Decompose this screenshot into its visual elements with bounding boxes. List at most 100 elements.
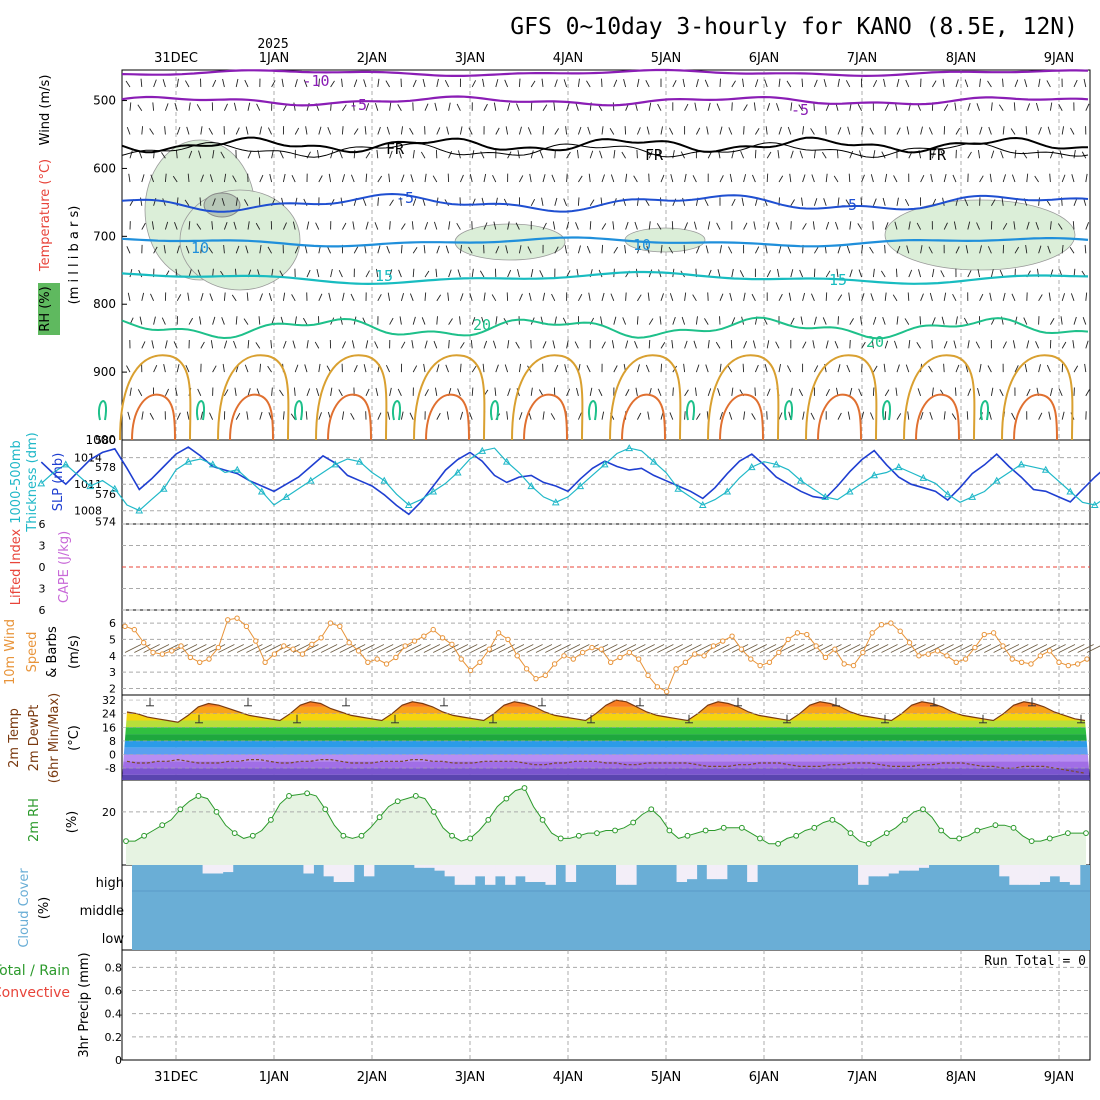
wind10-point [682, 659, 689, 666]
wind-barb [483, 173, 487, 183]
cloud-high-bar [908, 865, 919, 871]
wind-barb [990, 102, 993, 111]
ylabel-lifted-index: Lifted Index [9, 528, 24, 605]
wind-barb [731, 387, 734, 396]
thickness-point [1017, 460, 1026, 468]
wind-barb [648, 269, 653, 278]
rh2m-point [738, 824, 745, 831]
wind-barb [304, 364, 308, 373]
wind-barb [1073, 150, 1076, 159]
rh2m-point [1064, 830, 1071, 837]
wind-barb [469, 293, 473, 301]
wind-barb [907, 292, 910, 301]
t2m-tick-label: 0 [109, 749, 116, 762]
wind-barb [409, 412, 414, 420]
rh2m-area [126, 788, 1086, 865]
wind-barb [446, 126, 450, 135]
wind10-point [626, 649, 633, 656]
wind-barb [813, 79, 818, 88]
wind-barb [318, 363, 321, 373]
wind-barb [527, 246, 532, 254]
wind-barb [315, 222, 320, 230]
wind-barb [645, 80, 650, 88]
wind-barb [576, 387, 579, 396]
wind-barb [223, 103, 228, 111]
wind10-point [374, 656, 380, 662]
wind-barb [836, 149, 839, 159]
ylabel-cape: CAPE (J/kg) [57, 531, 72, 603]
wind10-barb [713, 644, 730, 653]
wind-barb [303, 317, 308, 325]
wind-barb [1084, 244, 1087, 254]
temp-band [122, 774, 1090, 780]
rh2m-point [775, 840, 781, 847]
wind10-barb [629, 644, 646, 653]
wind-barb [821, 151, 827, 159]
wind-barb [895, 268, 898, 278]
wind10-point [271, 651, 278, 657]
rh-shading-dark [203, 192, 241, 218]
wind-barb [350, 293, 355, 302]
wind-barb [448, 102, 451, 111]
cloud-high-bar [414, 865, 425, 868]
cloud-high-bar [434, 865, 446, 871]
wind-barb [801, 78, 804, 88]
wind-barb [967, 221, 971, 230]
wind-barb [444, 79, 450, 88]
wind-barb [656, 223, 662, 230]
wind-barb [625, 340, 629, 349]
wind10-point [710, 643, 717, 649]
wind-barb [200, 174, 204, 183]
wind-barb [495, 364, 499, 373]
wind-barb [951, 413, 957, 420]
wind10-point [140, 639, 147, 646]
rh2m-point [702, 827, 709, 834]
wind-barb [967, 388, 972, 397]
wind10-point [692, 651, 698, 657]
wind-barb [871, 340, 874, 349]
thickness-tick-label: 576 [95, 488, 116, 501]
wind10-tick-label: 3 [109, 666, 116, 679]
wind-barb [1012, 340, 1016, 349]
thickness-point [331, 460, 340, 468]
wind-barb [577, 245, 581, 254]
wind-barb [884, 103, 889, 111]
wind-barb [979, 363, 982, 373]
wind-barb [495, 316, 498, 325]
wind-barb [306, 340, 309, 349]
wind-barb [318, 175, 323, 183]
wind-barb [282, 222, 287, 230]
wind-barb [1082, 317, 1087, 325]
ylabel-cloud: Cloud Cover [17, 868, 32, 948]
rh2m-tick-label: 20 [102, 806, 116, 819]
wind-barb [150, 174, 155, 183]
wind10-point [533, 675, 539, 682]
wind-barb [140, 197, 143, 206]
isotherm-label: 15 [375, 267, 393, 285]
wind-barb [342, 222, 347, 230]
wind-barb [1081, 151, 1087, 159]
wind-barb [813, 316, 817, 325]
wind-barb [991, 199, 996, 207]
wind10-point [383, 661, 390, 667]
wind-barb [966, 411, 969, 420]
wind-barb [872, 221, 874, 230]
wind-barb [684, 103, 689, 111]
wind10-point [944, 653, 950, 659]
wind-barb [778, 412, 783, 420]
wind-barb [1035, 341, 1040, 349]
wind-barb [554, 149, 556, 159]
wind10-point [981, 631, 987, 638]
wind-barb [931, 150, 935, 159]
wind-barb [1002, 341, 1007, 349]
wind-barb [399, 316, 402, 325]
wind-barb [880, 270, 886, 278]
wind-barb [660, 293, 664, 301]
wind-barb [884, 340, 889, 349]
rh2m-point [720, 824, 727, 831]
isotherm [121, 141, 1089, 158]
wind-barb [269, 173, 273, 183]
wind-barb [967, 270, 972, 278]
precip-tick-label: 0.8 [105, 961, 123, 974]
wind10-point [598, 646, 605, 652]
